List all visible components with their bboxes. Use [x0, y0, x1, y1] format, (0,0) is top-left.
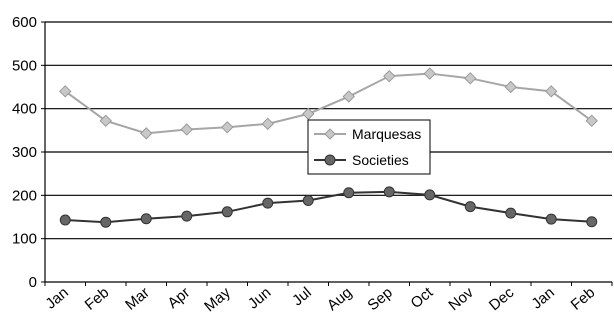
legend-marker-societies: [324, 154, 336, 166]
data-point: [342, 90, 355, 103]
data-point: [262, 197, 274, 209]
data-point: [504, 80, 517, 94]
x-tick-label: Sep: [364, 284, 395, 314]
data-point: [423, 67, 436, 80]
data-point: [99, 114, 112, 128]
x-tick-label: May: [201, 284, 234, 316]
series-marquesas: [59, 67, 598, 140]
x-axis: Jan Feb Mar Apr May Jun Jul Aug Sep Oct Nov Dec Jan F…: [42, 281, 613, 316]
data-point: [585, 114, 598, 128]
y-tick-label: 600: [12, 14, 37, 31]
data-point: [140, 213, 152, 225]
x-tick-label: Nov: [445, 284, 477, 314]
legend: Marquesas Societies: [307, 119, 431, 175]
data-point: [545, 213, 557, 225]
y-tick-label: 0: [29, 274, 37, 291]
data-point: [302, 107, 315, 121]
series-line-marquesas: [64, 72, 593, 135]
x-tick-label: Oct: [408, 284, 437, 313]
data-point: [59, 214, 71, 226]
legend-marker-marquesas: [324, 128, 336, 140]
x-tick-label: Jan: [528, 284, 557, 313]
x-tick-label: Aug: [324, 284, 355, 314]
y-tick-label: 200: [12, 187, 37, 204]
data-point: [343, 187, 355, 199]
data-point: [545, 85, 558, 98]
data-point: [221, 121, 234, 134]
x-tick-label: Apr: [165, 284, 194, 312]
x-tick-label: Jul: [289, 284, 315, 309]
data-point: [464, 72, 477, 85]
x-tick-label: Mar: [122, 284, 153, 314]
data-point: [59, 85, 72, 98]
data-point: [261, 117, 274, 131]
series-societies: [59, 186, 598, 228]
series-layer: [59, 67, 598, 228]
y-tick-label: 400: [12, 101, 37, 118]
data-point: [302, 195, 314, 207]
data-point: [180, 123, 193, 136]
y-tick-label: 300: [12, 144, 37, 161]
data-point: [586, 216, 598, 228]
data-point: [424, 189, 436, 201]
x-tick-label: Feb: [82, 284, 113, 314]
data-point: [383, 186, 395, 198]
data-point: [100, 216, 112, 228]
data-point: [181, 210, 193, 222]
y-tick-label: 500: [12, 57, 37, 74]
x-tick-label: Jun: [245, 284, 274, 313]
x-tick-label: Dec: [486, 284, 518, 314]
data-point: [383, 69, 396, 83]
y-tick-label: 100: [12, 231, 37, 248]
data-point: [464, 201, 476, 213]
x-tick-label: Jan: [42, 284, 71, 313]
data-point: [505, 207, 517, 219]
legend-label-marquesas: Marquesas: [352, 126, 421, 142]
legend-label-societies: Societies: [352, 152, 409, 168]
data-point: [140, 127, 153, 140]
data-point: [221, 206, 233, 218]
series-line-societies: [65, 190, 592, 224]
y-axis: 0 100 200 300 400 500 600: [12, 14, 46, 291]
x-tick-label: Feb: [568, 284, 599, 314]
